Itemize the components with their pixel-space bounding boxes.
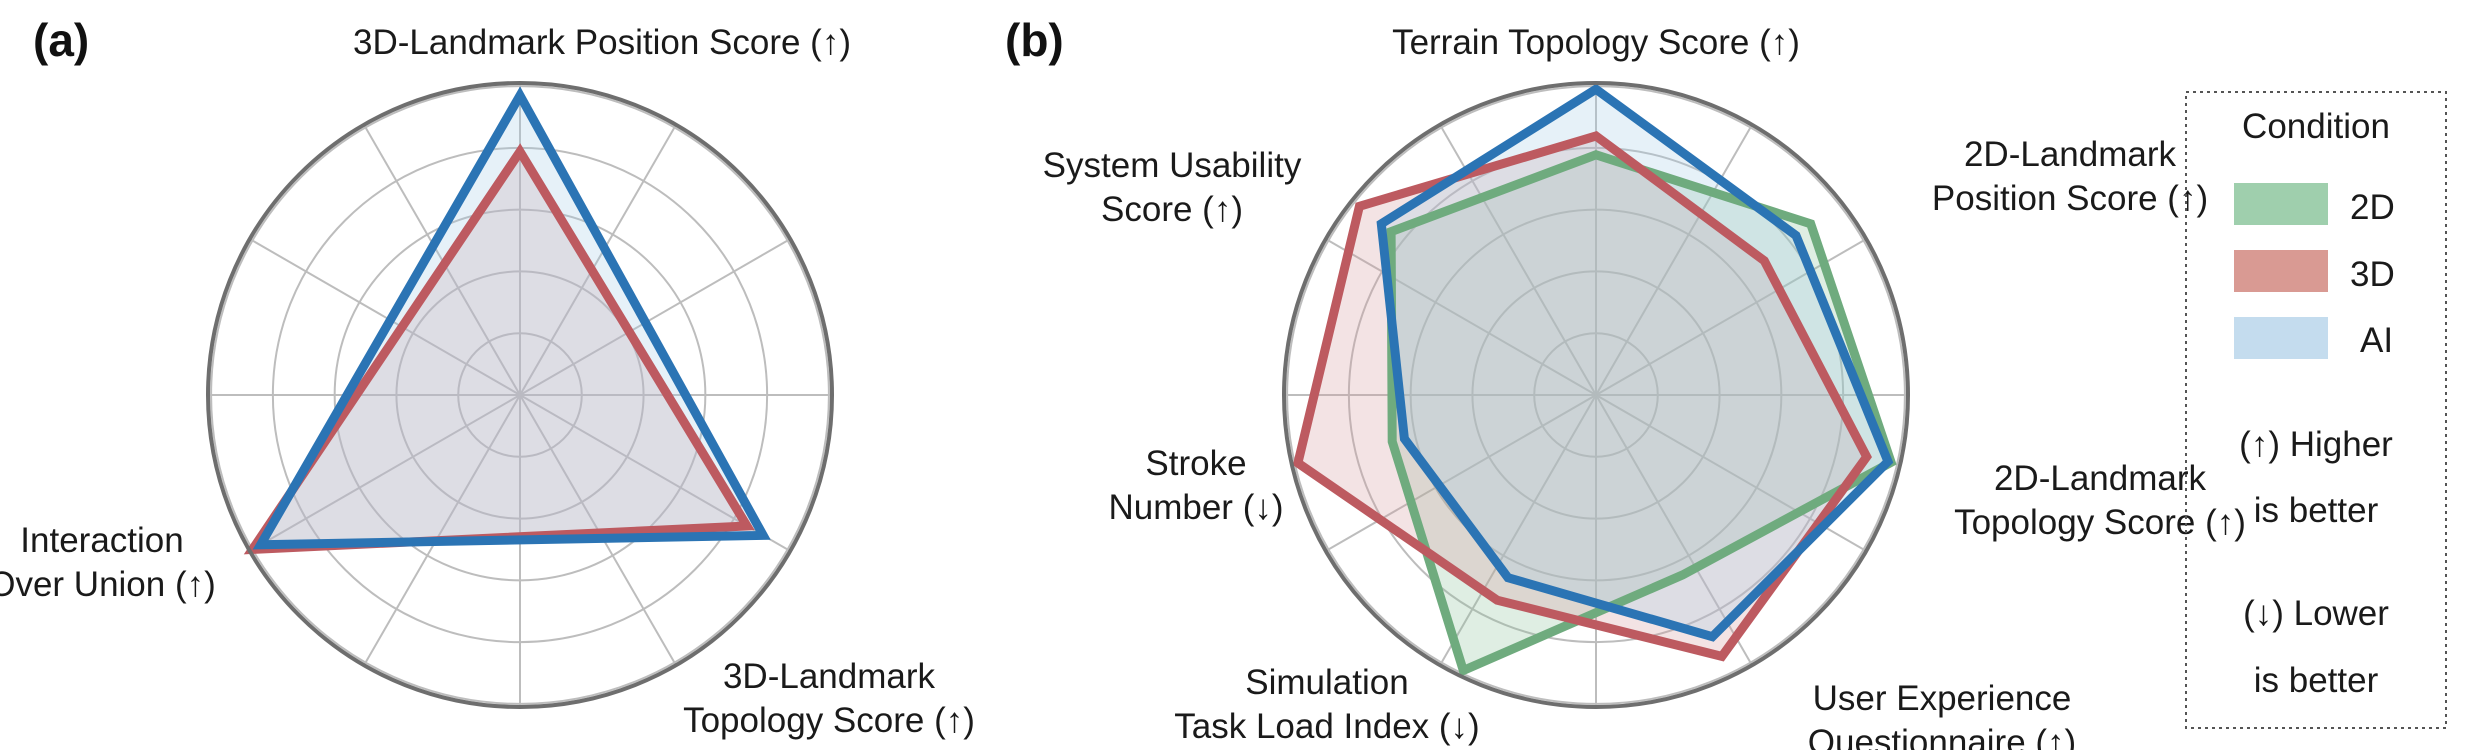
b-grid-spoke-8 bbox=[1325, 394, 1597, 552]
b-axis-label-2d-landmark-position-score: 2D-Landmark Position Score (↑) bbox=[1932, 135, 2208, 218]
a-grid-spoke-8 bbox=[249, 394, 521, 552]
legend-swatch-3d bbox=[2234, 250, 2328, 292]
a-grid-spoke-1 bbox=[519, 124, 677, 396]
b-axis-label-line: Task Load Index (↓) bbox=[1174, 707, 1479, 746]
b-axis-label-simulation-task-load-index: Simulation Task Load Index (↓) bbox=[1174, 663, 1479, 746]
b-axis-label-line: User Experience bbox=[1813, 679, 2072, 718]
b-line-ai bbox=[1376, 83, 1894, 642]
b-area-2d bbox=[1391, 154, 1892, 671]
panel-a-label: (a) bbox=[33, 14, 89, 66]
b-line-3d bbox=[1292, 131, 1872, 662]
legend-label-2d: 2D bbox=[2350, 188, 2395, 227]
b-axis-label-line: 2D-Landmark bbox=[1964, 135, 2177, 174]
a-area-3d bbox=[252, 151, 747, 550]
b-axis-label-user-experience-questionnaire: User Experience Questionnaire (↑) bbox=[1808, 679, 2076, 750]
legend-title: Condition bbox=[2242, 107, 2390, 146]
b-axis-label-stroke-number: Stroke Number (↓) bbox=[1108, 444, 1283, 527]
radar-chart-a: 3D-Landmark Position Score (↑) 3D-Landmar… bbox=[0, 23, 975, 740]
b-area-ai bbox=[1381, 89, 1888, 637]
panel-b-label: (b) bbox=[1005, 14, 1064, 66]
legend-label-ai: AI bbox=[2360, 321, 2393, 360]
legend-swatch-ai bbox=[2234, 317, 2328, 359]
a-grid-spoke-2 bbox=[519, 238, 791, 396]
b-axis-label-line: Stroke bbox=[1145, 444, 1246, 483]
b-axis-label-line: Topology Score (↑) bbox=[1954, 503, 2246, 542]
b-grid-spoke-10 bbox=[1325, 238, 1597, 396]
legend-swatch-2d bbox=[2234, 183, 2328, 225]
b-axis-label-line: 2D-Landmark bbox=[1994, 459, 2207, 498]
b-axis-label-line: Questionnaire (↑) bbox=[1808, 723, 2076, 750]
b-area-3d bbox=[1297, 136, 1867, 657]
a-axis-label-line: Interaction bbox=[20, 521, 183, 560]
a-axis-label-3d-landmark-topology-score: 3D-Landmark Topology Score (↑) bbox=[683, 657, 975, 740]
radar-chart-b: Terrain Topology Score (↑) 2D-Landmark Pos… bbox=[1043, 23, 2246, 750]
b-outer-ring bbox=[1282, 81, 1910, 709]
b-axis-label-line: Number (↓) bbox=[1108, 488, 1283, 527]
legend-label-3d: 3D bbox=[2350, 255, 2395, 294]
legend-note-higher-2: is better bbox=[2254, 491, 2379, 530]
b-axis-label-terrain-topology-score: Terrain Topology Score (↑) bbox=[1392, 23, 1800, 62]
a-area-ai bbox=[260, 95, 764, 545]
b-axis-label-line: Simulation bbox=[1245, 663, 1408, 702]
b-axis-label-line: Terrain Topology Score (↑) bbox=[1392, 23, 1800, 62]
b-axis-label-line: System Usability bbox=[1043, 146, 1302, 185]
legend: Condition 2D 3D AI (↑) Higher is better … bbox=[2185, 91, 2447, 729]
a-axis-label-line: 3D-Landmark bbox=[723, 657, 936, 696]
a-axis-label-line: 3D-Landmark Position Score (↑) bbox=[353, 23, 851, 62]
b-grid-spoke-7 bbox=[1439, 394, 1597, 666]
a-axis-label-line: Over Union (↑) bbox=[0, 565, 216, 604]
a-axis-label-3d-landmark-position-score: 3D-Landmark Position Score (↑) bbox=[353, 23, 851, 62]
legend-note-higher-1: (↑) Higher bbox=[2239, 425, 2393, 464]
b-axis-label-line: Position Score (↑) bbox=[1932, 179, 2208, 218]
b-axis-label-system-usability-score: System Usability Score (↑) bbox=[1043, 146, 1302, 229]
legend-note-lower-1: (↓) Lower bbox=[2243, 594, 2389, 633]
a-outer-ring bbox=[206, 81, 834, 709]
b-grid-spoke-1 bbox=[1595, 124, 1753, 396]
b-axis-label-line: Score (↑) bbox=[1101, 190, 1243, 229]
a-grid-spoke-7 bbox=[363, 394, 521, 666]
a-grid-spoke-10 bbox=[249, 238, 521, 396]
legend-note-lower-2: is better bbox=[2254, 661, 2379, 700]
a-axis-label-interaction-over-union: Interaction Over Union (↑) bbox=[0, 521, 216, 604]
a-axis-label-line: Topology Score (↑) bbox=[683, 701, 975, 740]
b-axis-label-2d-landmark-topology-score: 2D-Landmark Topology Score (↑) bbox=[1954, 459, 2246, 542]
a-line-ai bbox=[252, 86, 771, 550]
